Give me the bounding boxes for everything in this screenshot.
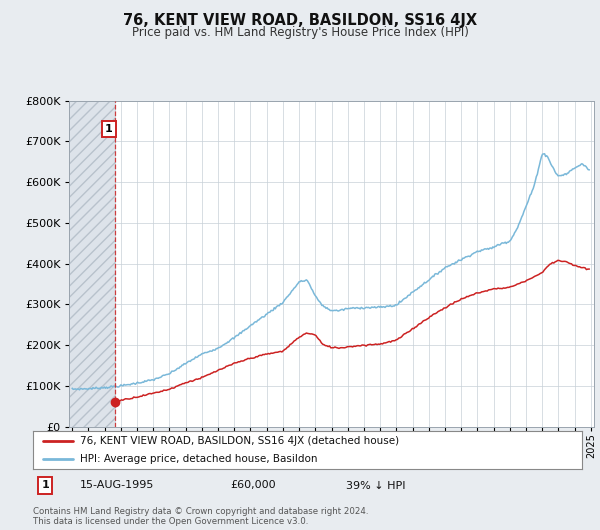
Text: 39% ↓ HPI: 39% ↓ HPI xyxy=(346,481,406,490)
Text: 76, KENT VIEW ROAD, BASILDON, SS16 4JX: 76, KENT VIEW ROAD, BASILDON, SS16 4JX xyxy=(123,13,477,28)
Text: 1: 1 xyxy=(41,481,49,490)
Text: Price paid vs. HM Land Registry's House Price Index (HPI): Price paid vs. HM Land Registry's House … xyxy=(131,26,469,39)
Text: £60,000: £60,000 xyxy=(230,481,276,490)
Text: Contains HM Land Registry data © Crown copyright and database right 2024.: Contains HM Land Registry data © Crown c… xyxy=(33,508,368,516)
Text: HPI: Average price, detached house, Basildon: HPI: Average price, detached house, Basi… xyxy=(80,454,317,464)
Text: 15-AUG-1995: 15-AUG-1995 xyxy=(80,481,154,490)
Text: 1: 1 xyxy=(105,124,113,134)
Text: This data is licensed under the Open Government Licence v3.0.: This data is licensed under the Open Gov… xyxy=(33,517,308,526)
Text: 76, KENT VIEW ROAD, BASILDON, SS16 4JX (detached house): 76, KENT VIEW ROAD, BASILDON, SS16 4JX (… xyxy=(80,436,399,446)
